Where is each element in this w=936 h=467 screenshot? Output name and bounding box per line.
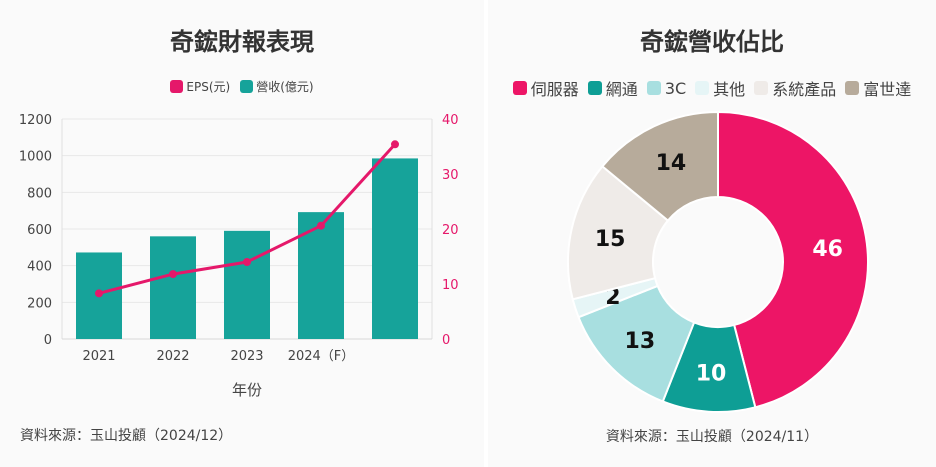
legend-swatch xyxy=(845,81,860,95)
financial-performance-panel: 奇鋐財報表現 EPS(元) 營收(億元) 0 200 400 600 800 1000 120… xyxy=(0,28,484,444)
legend-swatch xyxy=(240,80,254,93)
y-left-tick-label: 600 xyxy=(27,223,52,238)
legend-label: 網通 xyxy=(605,80,638,99)
legend-swatch xyxy=(646,81,661,95)
y-left-tick-label: 0 xyxy=(44,333,52,348)
donut-segment-label: 10 xyxy=(696,361,727,386)
legend-label: 3C xyxy=(664,78,687,98)
revenue-share-source: 資料來源：玉山投顧（2024/11） xyxy=(605,429,819,445)
revenue-bar xyxy=(224,230,270,339)
legend-item-segment[interactable]: 其他 xyxy=(695,76,745,100)
y-left-tick-label: 1000 xyxy=(19,150,52,165)
y-left-tick-label: 200 xyxy=(27,296,52,311)
x-tick-label: 2021 xyxy=(82,349,115,364)
eps-point xyxy=(169,270,177,279)
y-left-tick-label: 1200 xyxy=(19,113,52,128)
y-left-tick-label: 400 xyxy=(27,260,52,275)
donut-segment-label: 46 xyxy=(812,237,843,262)
eps-point xyxy=(243,258,251,266)
y-right-tick-label: 40 xyxy=(442,113,459,128)
donut-segment-label: 15 xyxy=(595,227,626,252)
financial-chart-title: 奇鋐財報表現 xyxy=(170,28,314,56)
legend-label: 富世達 xyxy=(863,80,912,99)
legend-swatch xyxy=(587,81,602,95)
revenue-bar xyxy=(372,158,418,339)
financial-chart-source: 資料來源：玉山投顧（2024/12） xyxy=(20,428,233,444)
legend-label: 伺服器 xyxy=(530,80,579,99)
revenue-share-legend: 伺服器 網通 3C 其他 系統產品 富世達 xyxy=(488,76,936,100)
revenue-bar xyxy=(298,212,344,339)
donut-segment xyxy=(577,284,696,403)
x-axis-label: 年份 xyxy=(232,381,262,399)
y-right-tick-label: 10 xyxy=(442,278,459,293)
donut-segment xyxy=(717,110,869,409)
eps-point xyxy=(95,289,103,298)
x-tick-label: 2022 xyxy=(156,349,189,364)
legend-item-segment[interactable]: 富世達 xyxy=(845,76,911,100)
eps-point xyxy=(391,140,399,149)
eps-point xyxy=(317,221,325,230)
y-right-tick-label: 30 xyxy=(442,168,459,183)
financial-combo-chart: 0 200 400 600 800 1000 1200 0 10 20 30 40 2021 2022 20… xyxy=(19,113,459,399)
legend-label: 系統產品 xyxy=(772,80,837,99)
legend-item-segment[interactable]: 伺服器 xyxy=(512,76,579,100)
revenue-share-donut-chart: 46 10 132 15 14 xyxy=(567,110,869,413)
donut-segment xyxy=(601,110,719,222)
legend-swatch xyxy=(512,81,527,95)
donut-segment-label: 14 xyxy=(656,151,687,176)
legend-swatch xyxy=(695,81,710,95)
y-right-tick-label: 0 xyxy=(442,333,450,348)
legend-swatch xyxy=(754,81,769,95)
legend-item-segment[interactable]: 網通 xyxy=(587,76,638,100)
legend-item-segment[interactable]: 系統產品 xyxy=(754,76,836,100)
legend-label: EPS(元) xyxy=(186,80,231,94)
panel-divider xyxy=(484,0,488,467)
legend-label: 營收(億元) xyxy=(256,80,314,94)
revenue-share-panel: 奇鋐營收佔比 伺服器 網通 3C 其他 系統產品 富世達 46 10 13 2 15 14 資料來源… xyxy=(488,0,936,467)
y-left-tick-label: 800 xyxy=(27,186,52,201)
legend-item-eps[interactable]: EPS(元) xyxy=(170,78,230,95)
revenue-share-title: 奇鋐營收佔比 xyxy=(640,28,784,56)
y-right-tick-label: 20 xyxy=(442,223,459,238)
legend-item-segment[interactable]: 3C xyxy=(646,78,687,98)
legend-label: 其他 xyxy=(713,80,746,99)
donut-segment-label: 2 xyxy=(605,285,620,310)
legend-item-revenue[interactable]: 營收(億元) xyxy=(240,78,314,95)
revenue-bar xyxy=(150,236,196,339)
x-tick-label: 2024（F） xyxy=(288,349,355,364)
financial-chart-legend: EPS(元) 營收(億元) xyxy=(0,78,484,95)
donut-segment-label: 13 xyxy=(625,329,656,354)
x-tick-label: 2023 xyxy=(230,349,263,364)
legend-swatch xyxy=(170,80,184,93)
